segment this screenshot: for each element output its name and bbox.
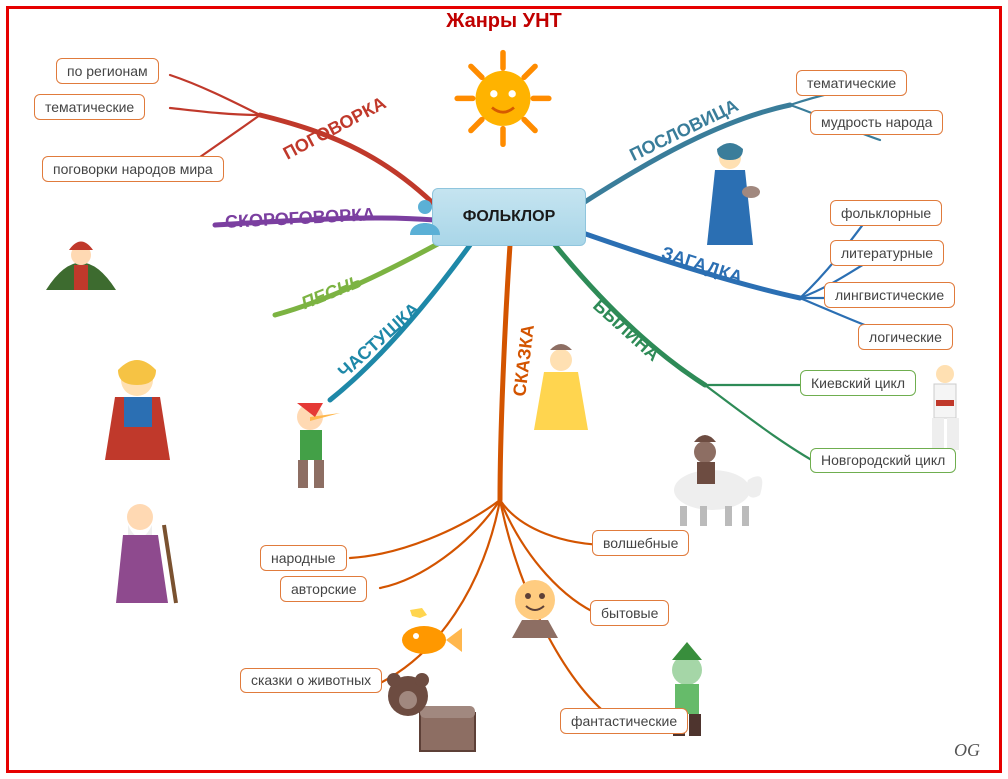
leaf-skazka-anim: сказки о животных — [240, 668, 382, 693]
leaf-skazka-narod: народные — [260, 545, 347, 571]
person-icon — [405, 197, 445, 237]
leaf-skazka-byt: бытовые — [590, 600, 669, 626]
leaf-zagadka-ling: лингвистические — [824, 282, 955, 308]
leaf-poslovitsa-mudrost: мудрость народа — [810, 110, 943, 135]
leaf-pogovorka-them: тематические — [34, 94, 145, 120]
leaf-skazka-fant: фантастические — [560, 708, 688, 734]
girl-forest-icon — [36, 215, 126, 305]
leaf-skazka-avtor: авторские — [280, 576, 367, 602]
bear-chest-icon — [380, 658, 485, 758]
sun-icon — [448, 48, 558, 158]
leaf-pogovorka-narodov: поговорки народов мира — [42, 156, 224, 182]
man-white-icon — [918, 360, 973, 455]
princess-icon — [526, 340, 596, 435]
leaf-pogovorka-regions: по регионам — [56, 58, 159, 84]
knight-horse-icon — [650, 420, 770, 530]
center-node: ФОЛЬКЛОР — [432, 188, 586, 246]
leaf-skazka-volsh: волшебные — [592, 530, 689, 556]
buratino-icon — [270, 395, 355, 495]
kolobok-icon — [500, 560, 570, 640]
leaf-zagadka-lit: литературные — [830, 240, 944, 266]
leaf-zagadka-log: логические — [858, 324, 953, 350]
leaf-bylina-novg: Новгородский цикл — [810, 448, 956, 473]
woman-blue-icon — [695, 140, 765, 250]
leaf-bylina-kiev: Киевский цикл — [800, 370, 916, 396]
oldman-icon — [98, 495, 188, 610]
doll-icon — [90, 355, 185, 470]
center-label: ФОЛЬКЛОР — [463, 208, 556, 226]
leaf-zagadka-folk: фольклорные — [830, 200, 942, 226]
leaf-poslovitsa-them: тематические — [796, 70, 907, 96]
